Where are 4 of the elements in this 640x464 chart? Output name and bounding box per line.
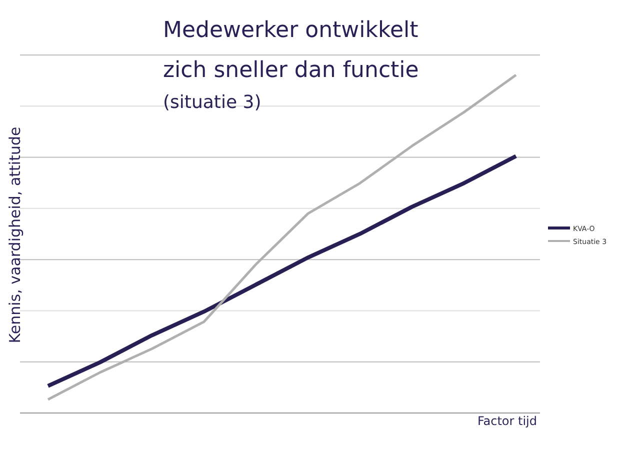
y-axis-title: Kennis, vaardigheid, attitude [6,126,24,344]
x-axis-title: Factor tijd [477,414,537,428]
chart-title: Medewerker ontwikkelt zich sneller dan functie [163,18,419,83]
text: (situatie 3) [163,92,262,113]
